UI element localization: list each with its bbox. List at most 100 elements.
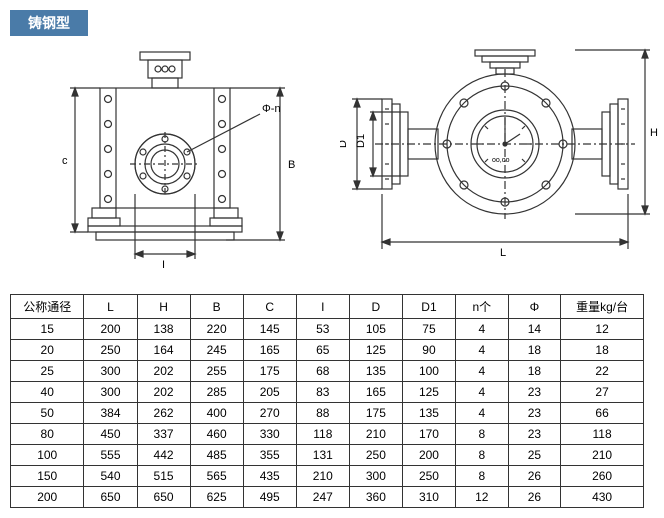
table-row: 403002022852058316512542327 [11,382,644,403]
table-row: 15200138220145531057541412 [11,319,644,340]
right-diagram: D D1 H L oo,oo [340,44,660,274]
table-row: 80450337460330118210170823118 [11,424,644,445]
table-cell: 4 [456,382,509,403]
spec-table: 公称通径 L H B C I D D1 n个 Φ 重量kg/台 15200138… [10,294,644,508]
table-cell: 250 [402,466,455,487]
table-cell: 100 [402,361,455,382]
th-n: n个 [456,295,509,319]
table-cell: 65 [296,340,349,361]
table-cell: 175 [243,361,296,382]
table-header-row: 公称通径 L H B C I D D1 n个 Φ 重量kg/台 [11,295,644,319]
table-cell: 23 [508,424,561,445]
table-cell: 105 [349,319,402,340]
dim-I: I [162,259,165,271]
dim-c: c [62,155,68,167]
table-cell: 12 [456,487,509,508]
th-name: 公称通径 [11,295,84,319]
table-cell: 515 [137,466,190,487]
table-cell: 125 [402,382,455,403]
table-cell: 23 [508,403,561,424]
table-cell: 25 [11,361,84,382]
table-cell: 355 [243,445,296,466]
table-cell: 18 [561,340,644,361]
table-cell: 565 [190,466,243,487]
table-row: 100555442485355131250200825210 [11,445,644,466]
table-cell: 80 [11,424,84,445]
table-cell: 540 [84,466,137,487]
table-cell: 555 [84,445,137,466]
table-cell: 202 [137,361,190,382]
table-cell: 66 [561,403,644,424]
table-cell: 442 [137,445,190,466]
th-B: B [190,295,243,319]
phi-n-label: Φ-n [262,103,281,115]
table-cell: 650 [137,487,190,508]
table-cell: 210 [296,466,349,487]
table-cell: 262 [137,403,190,424]
table-cell: 50 [11,403,84,424]
title-badge: 铸钢型 [10,10,88,36]
table-cell: 384 [84,403,137,424]
table-cell: 22 [561,361,644,382]
table-cell: 27 [561,382,644,403]
table-cell: 138 [137,319,190,340]
table-cell: 164 [137,340,190,361]
table-cell: 460 [190,424,243,445]
table-cell: 300 [84,361,137,382]
table-cell: 330 [243,424,296,445]
table-cell: 300 [84,382,137,403]
table-cell: 23 [508,382,561,403]
table-cell: 18 [508,340,561,361]
table-cell: 8 [456,445,509,466]
dim-L: L [500,247,506,259]
table-cell: 53 [296,319,349,340]
th-weight: 重量kg/台 [561,295,644,319]
table-cell: 145 [243,319,296,340]
table-cell: 175 [349,403,402,424]
table-row: 503842624002708817513542366 [11,403,644,424]
table-cell: 4 [456,403,509,424]
table-cell: 20 [11,340,84,361]
table-cell: 495 [243,487,296,508]
dim-D1: D1 [355,134,367,148]
table-cell: 4 [456,361,509,382]
table-cell: 360 [349,487,402,508]
table-cell: 90 [402,340,455,361]
th-C: C [243,295,296,319]
table-cell: 100 [11,445,84,466]
table-cell: 200 [402,445,455,466]
table-cell: 435 [243,466,296,487]
table-cell: 18 [508,361,561,382]
th-H: H [137,295,190,319]
table-cell: 14 [508,319,561,340]
left-diagram: Φ-n B c I [30,44,310,274]
table-cell: 200 [11,487,84,508]
table-cell: 485 [190,445,243,466]
table-cell: 200 [84,319,137,340]
table-cell: 4 [456,340,509,361]
diagram-row: Φ-n B c I [10,44,664,274]
table-cell: 40 [11,382,84,403]
table-cell: 125 [349,340,402,361]
table-cell: 25 [508,445,561,466]
table-cell: 118 [561,424,644,445]
dim-H: H [650,127,658,139]
table-cell: 135 [349,361,402,382]
table-cell: 247 [296,487,349,508]
table-cell: 205 [243,382,296,403]
th-I: I [296,295,349,319]
table-cell: 15 [11,319,84,340]
table-cell: 300 [349,466,402,487]
table-cell: 270 [243,403,296,424]
table-cell: 118 [296,424,349,445]
table-cell: 8 [456,466,509,487]
table-cell: 202 [137,382,190,403]
table-cell: 625 [190,487,243,508]
table-row: 2006506506254952473603101226430 [11,487,644,508]
table-row: 253002022551756813510041822 [11,361,644,382]
table-cell: 260 [561,466,644,487]
th-L: L [84,295,137,319]
table-cell: 131 [296,445,349,466]
table-cell: 400 [190,403,243,424]
table-cell: 337 [137,424,190,445]
